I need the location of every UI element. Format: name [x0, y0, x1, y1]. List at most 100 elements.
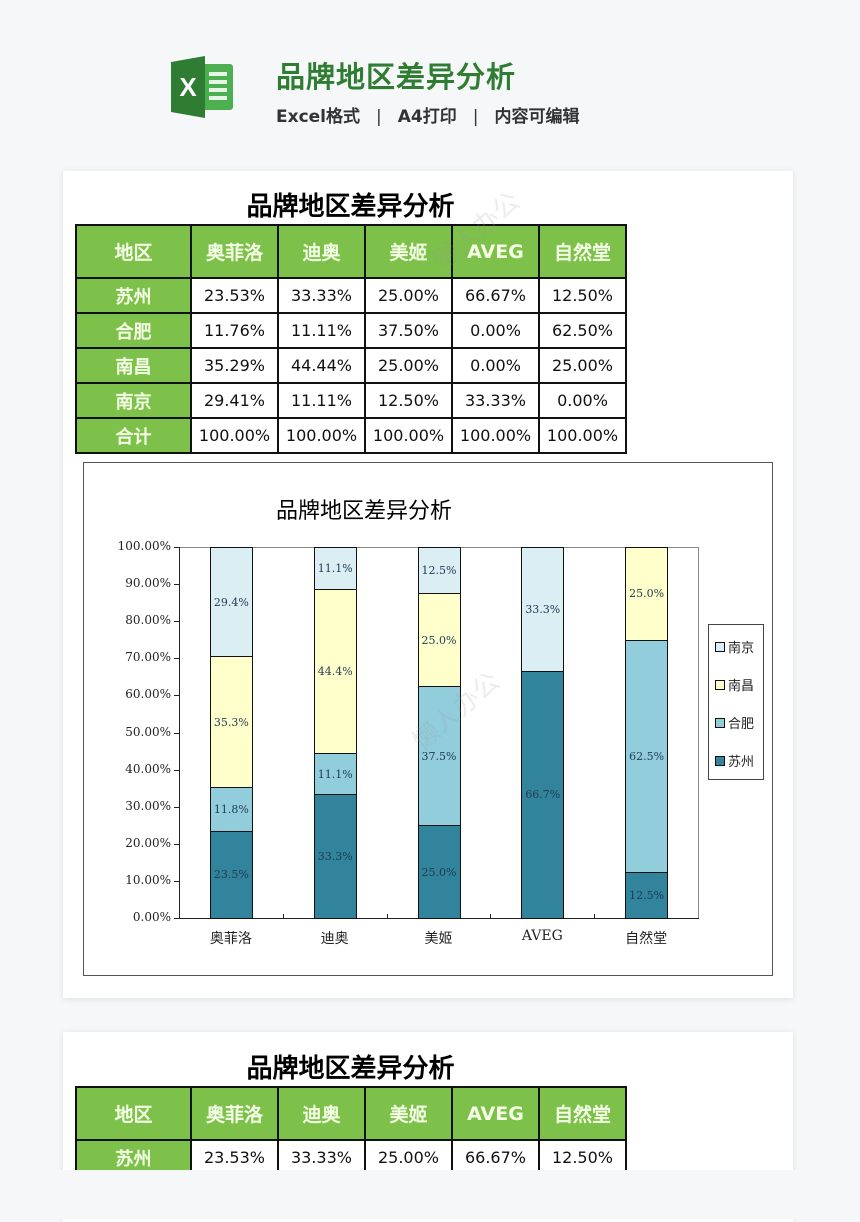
y-tick-label: 10.00% [125, 872, 171, 887]
y-tick-label: 80.00% [125, 613, 171, 628]
table-row: 苏州 23.53% 33.33% 25.00% 66.67% 12.50% [75, 277, 627, 314]
y-tick-mark [174, 732, 179, 734]
table-cell: 44.44% [277, 347, 366, 384]
column-header: 自然堂 [538, 1086, 627, 1141]
y-tick-label: 60.00% [125, 687, 171, 702]
row-header: 南昌 [75, 347, 192, 384]
x-tick-label: 美姬 [424, 931, 453, 947]
bar-segment: 12.5% [625, 871, 669, 919]
legend-label: 苏州 [728, 755, 755, 770]
x-tick-mark [594, 914, 596, 918]
bar-segment: 11.1% [313, 547, 357, 590]
data-table: 地区 奥菲洛 迪奥 美姬 AVEG 自然堂 苏州 23.53% 33.33% 2… [75, 1086, 627, 1176]
table-row: 南京 29.41% 11.11% 12.50% 33.33% 0.00% [75, 382, 627, 419]
column-header: 迪奥 [277, 224, 366, 279]
column-header: 迪奥 [277, 1086, 366, 1141]
column-header: 美姬 [364, 1086, 453, 1141]
legend-item: 苏州 [715, 751, 754, 770]
sheet-title: 品牌地区差异分析 [246, 1054, 455, 1084]
column-header: 奥菲洛 [190, 1086, 279, 1141]
chart-title: 品牌地区差异分析 [275, 499, 452, 524]
table-cell: 0.00% [451, 312, 540, 349]
table-cell: 11.11% [277, 382, 366, 419]
table-header-row: 地区 奥菲洛 迪奥 美姬 AVEG 自然堂 [75, 224, 627, 279]
bar-segment: 33.3% [313, 794, 357, 919]
bar-segment: 25.0% [625, 547, 669, 641]
bar-segment: 35.3% [209, 656, 253, 789]
bar-segment: 44.4% [313, 588, 357, 755]
y-tick-label: 0.00% [132, 910, 171, 924]
table-row: 苏州 23.53% 33.33% 25.00% 66.67% 12.50% [75, 1139, 627, 1176]
legend-swatch-icon [715, 755, 725, 766]
excel-icon: X [171, 56, 233, 118]
y-tick-label: 70.00% [125, 650, 171, 665]
data-table: 地区 奥菲洛 迪奥 美姬 AVEG 自然堂 苏州 23.53% 33.33% 2… [75, 224, 627, 454]
legend-label: 南京 [728, 641, 755, 656]
table-cell: 66.67% [451, 1139, 540, 1176]
table-cell: 100.00% [451, 417, 540, 454]
sheet-title: 品牌地区差异分析 [246, 192, 455, 222]
page-bottom-fade [0, 1170, 860, 1219]
table-header-row: 地区 奥菲洛 迪奥 美姬 AVEG 自然堂 [75, 1086, 627, 1141]
separator: | [376, 107, 382, 127]
bar-segment: 11.1% [313, 753, 357, 796]
page-tags: Excel格式 | A4打印 | 内容可编辑 [276, 102, 579, 127]
tag-editable: 内容可编辑 [494, 107, 580, 127]
table-cell: 100.00% [190, 417, 279, 454]
table-cell: 62.50% [538, 312, 627, 349]
table-cell: 12.50% [538, 1139, 627, 1176]
bar-segment: 12.5% [417, 547, 461, 595]
table-row: 合肥 11.76% 11.11% 37.50% 0.00% 62.50% [75, 312, 627, 349]
y-tick-mark [174, 695, 179, 697]
table-cell: 100.00% [364, 417, 453, 454]
y-tick-mark [174, 806, 179, 808]
table-cell: 35.29% [190, 347, 279, 384]
x-tick-label: 迪奥 [320, 931, 349, 947]
table-cell: 37.50% [364, 312, 453, 349]
table-cell: 25.00% [364, 347, 453, 384]
tag-format: Excel格式 [276, 107, 361, 127]
column-header: AVEG [451, 1086, 540, 1141]
row-header: 苏州 [75, 1139, 192, 1176]
column-header: 奥菲洛 [190, 224, 279, 279]
bar-segment: 33.3% [521, 547, 565, 672]
preview-page-2: 品牌地区差异分析 地区 奥菲洛 迪奥 美姬 AVEG 自然堂 苏州 23.53%… [63, 1032, 793, 1222]
tag-print: A4打印 [397, 107, 457, 127]
table-cell: 100.00% [538, 417, 627, 454]
bar-segment: 11.8% [209, 787, 253, 832]
legend-item: 南京 [715, 637, 754, 656]
y-tick-mark [174, 621, 179, 623]
x-tick-label: 自然堂 [625, 931, 668, 947]
column-header: 地区 [75, 1086, 192, 1141]
legend-item: 合肥 [715, 713, 754, 732]
y-tick-label: 90.00% [125, 576, 171, 591]
x-tick-mark [490, 914, 492, 918]
bar-segment: 62.5% [625, 639, 669, 873]
separator: | [472, 107, 479, 127]
y-tick-mark [174, 918, 179, 919]
y-tick-mark [174, 547, 179, 548]
legend-label: 南昌 [728, 679, 755, 694]
chart-legend: 南京南昌合肥苏州 [708, 624, 764, 780]
table-cell: 12.50% [538, 277, 627, 314]
legend-swatch-icon [715, 679, 725, 690]
table-cell: 33.33% [277, 277, 366, 314]
column-header: AVEG [451, 224, 540, 279]
page-title: 品牌地区差异分析 [276, 60, 517, 94]
legend-swatch-icon [715, 641, 725, 652]
stacked-bar-chart: 品牌地区差异分析 0.00% 10.00% 20.00% 30.00% 40.00% 50… [83, 462, 773, 976]
table-cell: 29.41% [190, 382, 279, 419]
x-tick-label: AVEG [521, 928, 563, 944]
y-tick-label: 20.00% [125, 835, 171, 850]
table-row: 南昌 35.29% 44.44% 25.00% 0.00% 25.00% [75, 347, 627, 384]
table-cell: 100.00% [277, 417, 366, 454]
bar-segment: 25.0% [417, 825, 461, 919]
y-tick-label: 100.00% [117, 539, 171, 553]
table-cell: 0.00% [451, 347, 540, 384]
column-header: 地区 [75, 224, 192, 279]
x-tick-mark [386, 914, 388, 918]
row-header: 苏州 [75, 277, 192, 314]
column-header: 自然堂 [538, 224, 627, 279]
row-header: 南京 [75, 382, 192, 419]
legend-item: 南昌 [715, 675, 754, 694]
